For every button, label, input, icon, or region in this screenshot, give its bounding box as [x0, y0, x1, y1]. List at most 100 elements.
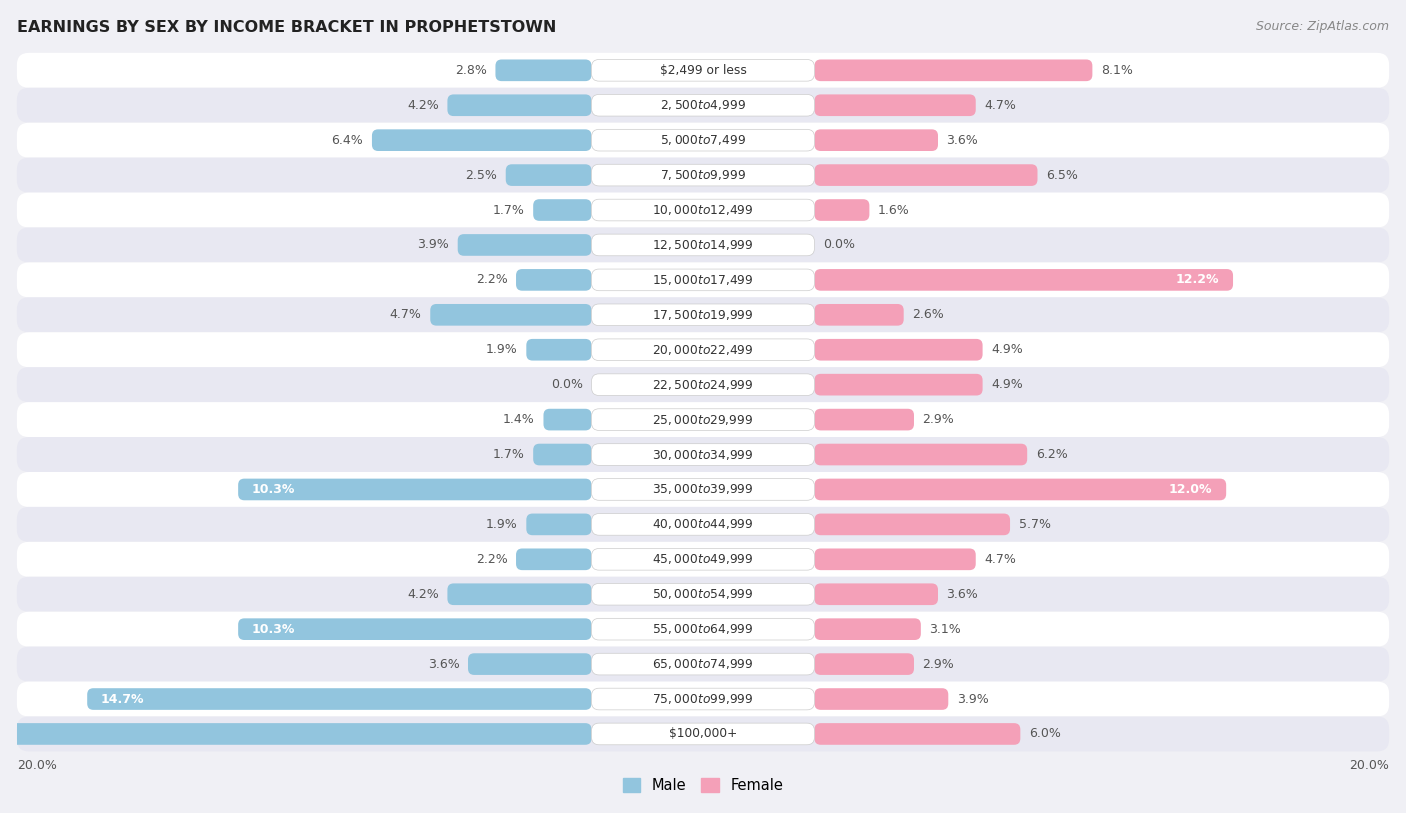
Legend: Male, Female: Male, Female: [617, 772, 789, 799]
Text: 2.9%: 2.9%: [922, 413, 955, 426]
Text: $40,000 to $44,999: $40,000 to $44,999: [652, 517, 754, 532]
Text: 3.1%: 3.1%: [929, 623, 962, 636]
Text: $45,000 to $49,999: $45,000 to $49,999: [652, 552, 754, 567]
Text: 8.1%: 8.1%: [1101, 63, 1133, 76]
Text: $7,500 to $9,999: $7,500 to $9,999: [659, 168, 747, 182]
FancyBboxPatch shape: [17, 228, 1389, 263]
FancyBboxPatch shape: [17, 646, 1389, 681]
FancyBboxPatch shape: [17, 53, 1389, 88]
FancyBboxPatch shape: [814, 584, 938, 605]
FancyBboxPatch shape: [592, 94, 814, 116]
Text: EARNINGS BY SEX BY INCOME BRACKET IN PROPHETSTOWN: EARNINGS BY SEX BY INCOME BRACKET IN PRO…: [17, 20, 557, 35]
Text: $10,000 to $12,499: $10,000 to $12,499: [652, 203, 754, 217]
FancyBboxPatch shape: [592, 129, 814, 151]
FancyBboxPatch shape: [592, 549, 814, 570]
Text: 4.7%: 4.7%: [389, 308, 422, 321]
Text: 1.4%: 1.4%: [503, 413, 534, 426]
Text: $20,000 to $22,499: $20,000 to $22,499: [652, 343, 754, 357]
Text: 0.0%: 0.0%: [551, 378, 583, 391]
FancyBboxPatch shape: [592, 304, 814, 326]
Text: 6.4%: 6.4%: [332, 133, 363, 146]
Text: $100,000+: $100,000+: [669, 728, 737, 741]
Text: 1.9%: 1.9%: [486, 343, 517, 356]
Text: 4.7%: 4.7%: [984, 98, 1017, 111]
FancyBboxPatch shape: [592, 164, 814, 186]
FancyBboxPatch shape: [592, 654, 814, 675]
Text: 1.7%: 1.7%: [492, 448, 524, 461]
FancyBboxPatch shape: [592, 234, 814, 256]
Text: 12.0%: 12.0%: [1168, 483, 1212, 496]
Text: $22,500 to $24,999: $22,500 to $24,999: [652, 378, 754, 392]
Text: 3.6%: 3.6%: [946, 588, 979, 601]
FancyBboxPatch shape: [592, 444, 814, 465]
Text: 2.8%: 2.8%: [456, 63, 486, 76]
FancyBboxPatch shape: [814, 304, 904, 326]
Text: 10.3%: 10.3%: [252, 623, 295, 636]
Text: $65,000 to $74,999: $65,000 to $74,999: [652, 657, 754, 671]
FancyBboxPatch shape: [592, 514, 814, 535]
FancyBboxPatch shape: [814, 164, 1038, 186]
Text: $17,500 to $19,999: $17,500 to $19,999: [652, 308, 754, 322]
FancyBboxPatch shape: [17, 263, 1389, 298]
Text: 4.9%: 4.9%: [991, 378, 1024, 391]
FancyBboxPatch shape: [533, 444, 592, 465]
FancyBboxPatch shape: [592, 339, 814, 361]
FancyBboxPatch shape: [592, 374, 814, 395]
FancyBboxPatch shape: [814, 654, 914, 675]
FancyBboxPatch shape: [17, 437, 1389, 472]
FancyBboxPatch shape: [592, 619, 814, 640]
FancyBboxPatch shape: [814, 269, 1233, 291]
Text: 12.2%: 12.2%: [1175, 273, 1219, 286]
Text: $75,000 to $99,999: $75,000 to $99,999: [652, 692, 754, 706]
FancyBboxPatch shape: [814, 723, 1021, 745]
Text: $25,000 to $29,999: $25,000 to $29,999: [652, 413, 754, 427]
FancyBboxPatch shape: [17, 88, 1389, 123]
FancyBboxPatch shape: [17, 507, 1389, 541]
FancyBboxPatch shape: [814, 374, 983, 395]
Text: 6.2%: 6.2%: [1036, 448, 1067, 461]
FancyBboxPatch shape: [814, 94, 976, 116]
Text: 20.0%: 20.0%: [17, 759, 56, 772]
Text: 0.0%: 0.0%: [823, 238, 855, 251]
FancyBboxPatch shape: [814, 129, 938, 151]
FancyBboxPatch shape: [373, 129, 592, 151]
FancyBboxPatch shape: [17, 611, 1389, 646]
Text: 1.7%: 1.7%: [492, 203, 524, 216]
FancyBboxPatch shape: [592, 584, 814, 605]
Text: 2.9%: 2.9%: [922, 658, 955, 671]
FancyBboxPatch shape: [458, 234, 592, 256]
FancyBboxPatch shape: [592, 59, 814, 81]
Text: $55,000 to $64,999: $55,000 to $64,999: [652, 622, 754, 636]
Text: 4.2%: 4.2%: [408, 98, 439, 111]
FancyBboxPatch shape: [17, 681, 1389, 716]
Text: $2,500 to $4,999: $2,500 to $4,999: [659, 98, 747, 112]
FancyBboxPatch shape: [516, 269, 592, 291]
Text: $2,499 or less: $2,499 or less: [659, 63, 747, 76]
FancyBboxPatch shape: [544, 409, 592, 430]
FancyBboxPatch shape: [495, 59, 592, 81]
FancyBboxPatch shape: [814, 339, 983, 361]
FancyBboxPatch shape: [526, 514, 592, 535]
Text: 2.6%: 2.6%: [912, 308, 943, 321]
FancyBboxPatch shape: [592, 409, 814, 430]
Text: 3.6%: 3.6%: [427, 658, 460, 671]
Text: 4.9%: 4.9%: [991, 343, 1024, 356]
FancyBboxPatch shape: [592, 269, 814, 291]
FancyBboxPatch shape: [814, 409, 914, 430]
FancyBboxPatch shape: [592, 723, 814, 745]
FancyBboxPatch shape: [17, 333, 1389, 367]
Text: 1.9%: 1.9%: [486, 518, 517, 531]
FancyBboxPatch shape: [592, 479, 814, 500]
FancyBboxPatch shape: [814, 514, 1010, 535]
FancyBboxPatch shape: [447, 584, 592, 605]
Text: $30,000 to $34,999: $30,000 to $34,999: [652, 447, 754, 462]
Text: 1.6%: 1.6%: [877, 203, 910, 216]
FancyBboxPatch shape: [17, 472, 1389, 507]
Text: 2.2%: 2.2%: [475, 273, 508, 286]
FancyBboxPatch shape: [430, 304, 592, 326]
Text: 10.3%: 10.3%: [252, 483, 295, 496]
FancyBboxPatch shape: [17, 193, 1389, 228]
Text: $50,000 to $54,999: $50,000 to $54,999: [652, 587, 754, 602]
FancyBboxPatch shape: [17, 402, 1389, 437]
FancyBboxPatch shape: [814, 619, 921, 640]
